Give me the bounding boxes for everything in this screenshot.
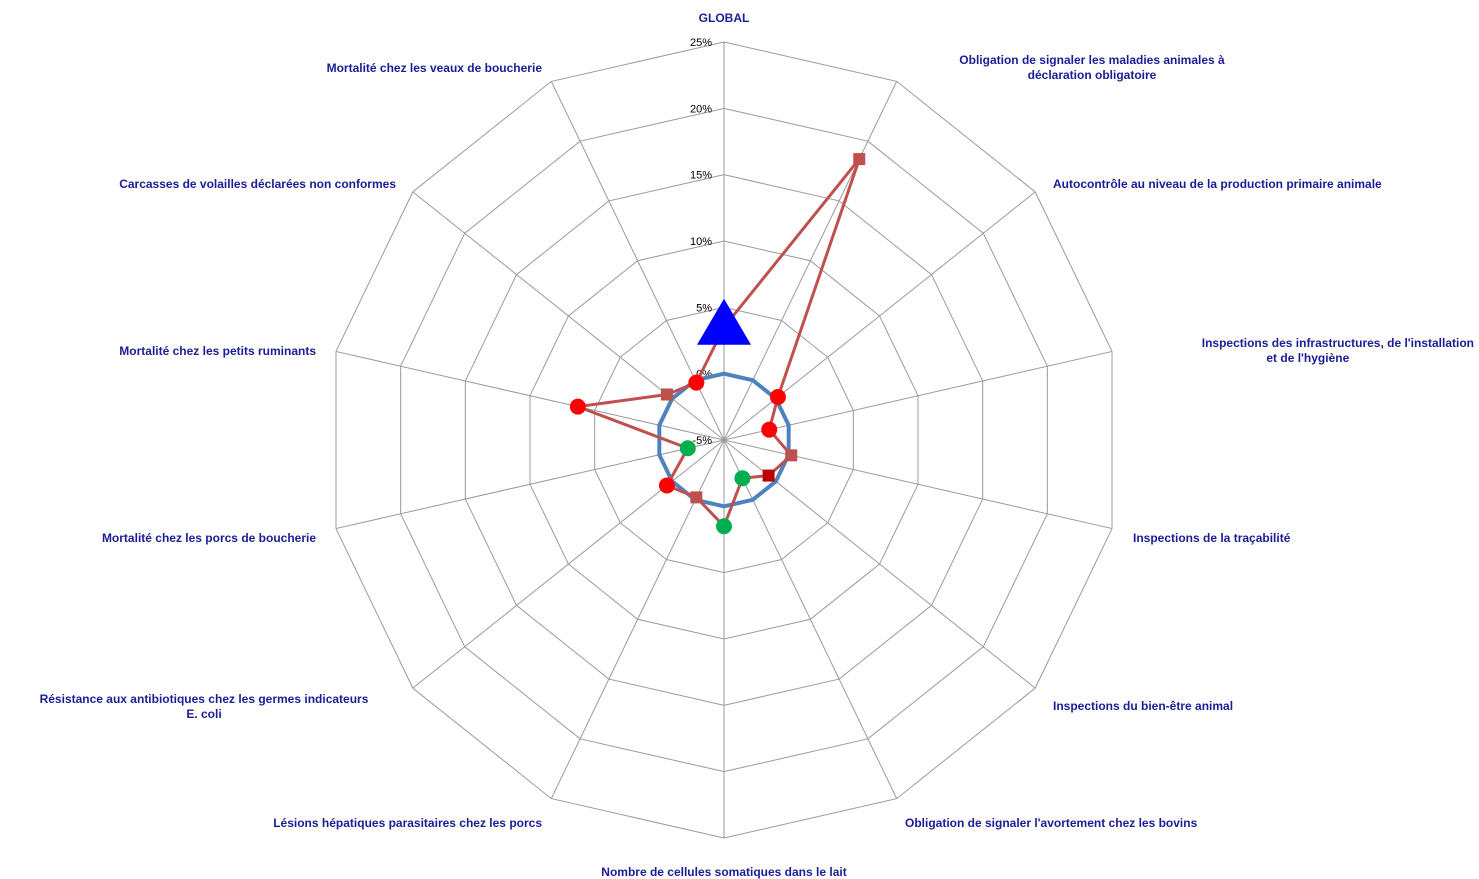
category-label-12: Carcasses de volailles déclarées non con…: [119, 177, 396, 191]
grid-spoke-6: [723, 439, 898, 799]
category-label-0: GLOBAL: [699, 11, 750, 25]
tick-label: 10%: [690, 236, 712, 248]
data-point-13: [688, 374, 705, 391]
category-label-5: Inspections du bien-être animal: [1053, 699, 1233, 713]
grid-spoke-1: [723, 81, 898, 441]
category-labels: GLOBAL Obligation de signaler les maladie…: [40, 11, 1474, 879]
tick-label: 20%: [690, 103, 712, 115]
reference-line: [657, 371, 791, 509]
tick-label: 5%: [696, 302, 712, 314]
radar-grid: [335, 41, 1113, 839]
category-label-6: Obligation de signaler l'avortement chez…: [905, 816, 1198, 830]
data-point-6: [734, 470, 751, 487]
data-point-4: [785, 449, 798, 462]
data-point-7: [716, 518, 732, 535]
data-point-0: [697, 298, 751, 345]
radial-tick-labels: -5%0%5%10%15%20%25%: [690, 37, 712, 447]
category-label-8: Lésions hépatiques parasitaires chez les…: [273, 816, 542, 830]
category-label-7: Nombre de cellules somatiques dans le la…: [601, 865, 846, 879]
tick-label: 15%: [690, 170, 712, 182]
tick-label: 25%: [690, 37, 712, 49]
category-label-2: Autocontrôle au niveau de la production …: [1053, 177, 1382, 191]
grid-spoke-12: [412, 191, 725, 441]
data-point-2: [769, 388, 786, 405]
series-markers: [569, 153, 866, 535]
reference-series: [657, 371, 791, 509]
data-point-8: [690, 491, 703, 504]
tick-label: -5%: [692, 435, 712, 447]
data-point-1: [853, 153, 866, 166]
category-label-11: Mortalité chez les petits ruminants: [119, 344, 316, 358]
category-label-13: Mortalité chez les veaux de boucherie: [327, 61, 543, 75]
category-label-10: Mortalité chez les porcs de boucherie: [102, 531, 316, 545]
data-point-9: [658, 477, 675, 494]
data-point-5: [762, 469, 775, 482]
category-label-1: Obligation de signaler les maladies anim…: [959, 53, 1225, 82]
category-label-4: Inspections de la traçabilité: [1133, 531, 1291, 545]
data-point-3: [761, 421, 778, 438]
category-label-9: Résistance aux antibiotiques chez les ge…: [40, 692, 369, 721]
category-label-3: Inspections des infrastructures, de l'in…: [1202, 336, 1474, 365]
data-point-10: [679, 440, 696, 457]
data-point-12: [660, 388, 673, 401]
data-point-11: [569, 398, 586, 415]
grid-spoke-2: [723, 191, 1036, 441]
grid-spoke-9: [412, 439, 725, 689]
